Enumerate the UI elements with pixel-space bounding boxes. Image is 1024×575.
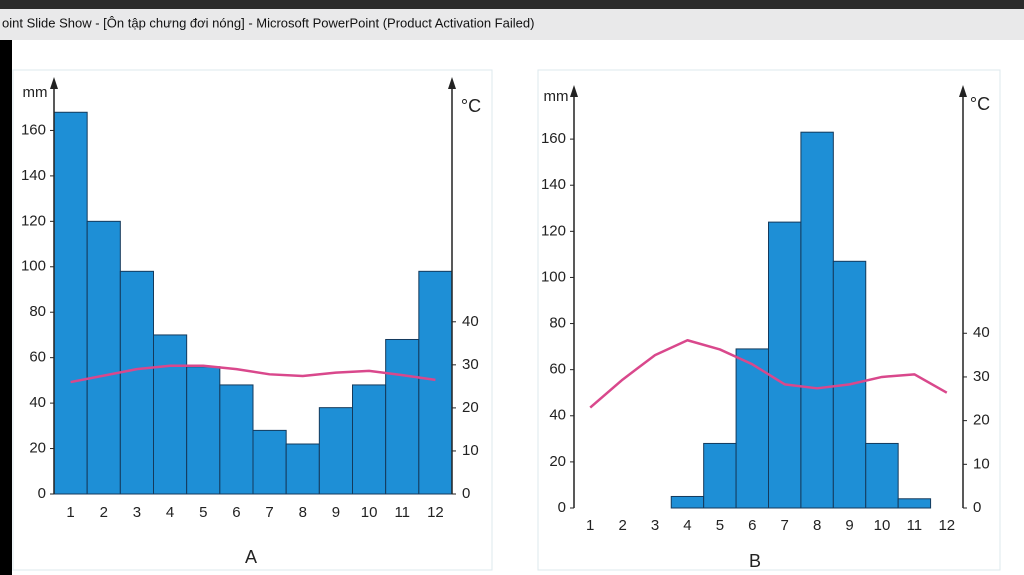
x-tick-label: 3 xyxy=(133,504,141,521)
axis-arrow xyxy=(959,85,967,97)
bar xyxy=(865,442,899,509)
y-axis-label: mm xyxy=(544,88,569,105)
x-tick-label: 10 xyxy=(874,517,891,534)
axis-arrow xyxy=(448,77,456,89)
bar xyxy=(219,384,254,495)
x-tick-label: 11 xyxy=(394,504,410,521)
chart-caption: A xyxy=(245,547,257,567)
x-tick-label: 8 xyxy=(813,517,821,534)
x-tick-label: 5 xyxy=(199,504,207,521)
x-tick-label: 2 xyxy=(100,504,108,521)
y-tick-label: 120 xyxy=(541,222,566,239)
y2-tick-label: 0 xyxy=(462,485,470,502)
x-tick-label: 5 xyxy=(716,517,724,534)
y2-tick-label: 40 xyxy=(462,313,479,330)
y2-tick-label: 10 xyxy=(973,455,990,472)
bar xyxy=(252,429,287,495)
x-tick-label: 12 xyxy=(427,504,444,521)
bar xyxy=(53,111,88,495)
bar xyxy=(385,338,420,495)
x-tick-label: 4 xyxy=(683,517,691,534)
x-tick-label: 4 xyxy=(166,504,174,521)
y-tick-label: 140 xyxy=(21,167,46,184)
bar xyxy=(703,442,737,509)
bar xyxy=(670,495,705,509)
y-tick-label: 100 xyxy=(21,258,46,275)
x-tick-label: 1 xyxy=(586,517,594,534)
y-tick-label: 80 xyxy=(29,303,46,320)
bar xyxy=(119,270,155,495)
y-tick-label: 20 xyxy=(549,453,566,470)
y-tick-label: 100 xyxy=(541,268,566,285)
bar xyxy=(86,220,121,495)
x-tick-label: 3 xyxy=(651,517,659,534)
taskbar xyxy=(0,0,1024,9)
y-tick-label: 160 xyxy=(541,130,566,147)
y2-tick-label: 20 xyxy=(462,399,479,416)
x-tick-label: 12 xyxy=(938,517,955,534)
bar xyxy=(285,443,320,495)
y2-tick-label: 30 xyxy=(462,356,479,373)
chart-caption: B xyxy=(749,551,761,571)
bar xyxy=(418,270,453,495)
y2-tick-label: 20 xyxy=(973,412,990,429)
y-tick-label: 80 xyxy=(549,315,566,332)
x-tick-label: 6 xyxy=(232,504,240,521)
bar xyxy=(800,131,834,509)
left-edge xyxy=(0,40,12,575)
y-tick-label: 140 xyxy=(541,176,566,193)
x-tick-label: 7 xyxy=(781,517,789,534)
y2-tick-label: 0 xyxy=(973,499,981,516)
y2-tick-label: 30 xyxy=(973,368,990,385)
x-tick-label: 6 xyxy=(748,517,756,534)
x-tick-label: 11 xyxy=(907,517,923,534)
x-tick-label: 9 xyxy=(332,504,340,521)
x-tick-label: 8 xyxy=(299,504,307,521)
x-tick-label: 7 xyxy=(265,504,273,521)
bar xyxy=(186,366,221,495)
y-tick-label: 40 xyxy=(549,407,566,424)
y-tick-label: 20 xyxy=(29,440,46,457)
temperature-line xyxy=(589,339,948,409)
x-tick-label: 10 xyxy=(361,504,378,521)
axis-arrow xyxy=(570,85,578,97)
bar xyxy=(352,384,387,495)
y-axis-label: mm xyxy=(23,84,48,101)
panel xyxy=(537,69,1001,571)
y-tick-label: 120 xyxy=(21,212,46,229)
y2-tick-label: 10 xyxy=(462,442,479,459)
x-tick-label: 2 xyxy=(618,517,626,534)
x-tick-label: 1 xyxy=(66,504,74,521)
temperature-line xyxy=(70,364,436,384)
bar xyxy=(318,407,354,495)
window-title: oint Slide Show - [Ôn tập chưng đơi nóng… xyxy=(2,15,534,30)
bar xyxy=(153,334,188,495)
bar xyxy=(735,348,769,509)
y2-tick-label: 40 xyxy=(973,324,990,341)
y-tick-label: 0 xyxy=(558,499,566,516)
y-tick-label: 0 xyxy=(38,485,46,502)
bar xyxy=(897,498,932,509)
axis-arrow xyxy=(50,77,58,89)
y-tick-label: 60 xyxy=(29,349,46,366)
y2-axis-label: °C xyxy=(970,94,990,114)
x-tick-label: 9 xyxy=(845,517,853,534)
panel xyxy=(12,69,493,571)
bar xyxy=(768,221,802,509)
y-tick-label: 160 xyxy=(21,121,46,138)
y-tick-label: 60 xyxy=(549,361,566,378)
y-tick-label: 40 xyxy=(29,394,46,411)
y2-axis-label: °C xyxy=(461,96,481,116)
title-bar xyxy=(0,9,1024,40)
